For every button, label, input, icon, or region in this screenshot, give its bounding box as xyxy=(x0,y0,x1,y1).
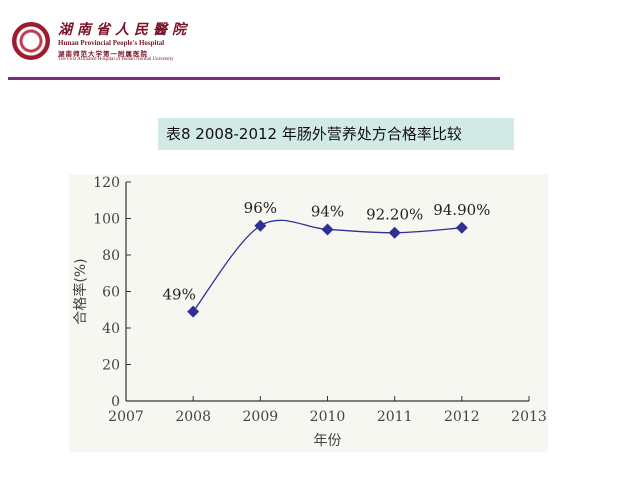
hospital-name-en: Hunan Provincial People's Hospital xyxy=(58,39,165,47)
hospital-name-cn: 湖南省人民醫院 xyxy=(58,22,191,38)
data-point-marker xyxy=(187,305,200,318)
y-tick-label: 100 xyxy=(93,212,120,228)
header: 湖南省人民醫院 Hunan Provincial People's Hospit… xyxy=(0,0,640,84)
y-tick-label: 40 xyxy=(102,321,120,337)
x-tick-label: 2008 xyxy=(175,409,211,425)
data-point-marker xyxy=(455,221,468,234)
line-chart: 0 20 40 60 80 100 120 2007 2008 2009 2010 2011 2012 2… xyxy=(72,175,547,449)
data-label: 49% xyxy=(162,286,195,304)
x-tick-label: 2012 xyxy=(444,409,480,425)
x-tick-label: 2010 xyxy=(310,409,346,425)
data-point-marker xyxy=(321,223,334,236)
y-tick-label: 120 xyxy=(93,175,120,191)
y-tick-label: 0 xyxy=(111,394,120,410)
x-tick-label: 2011 xyxy=(377,409,413,425)
x-tick-label: 2007 xyxy=(108,409,144,425)
hospital-logo-seal xyxy=(12,22,50,60)
chart-panel: 0 20 40 60 80 100 120 2007 2008 2009 2010 2011 2012 2… xyxy=(69,174,548,452)
y-tick-label: 60 xyxy=(102,285,120,301)
hospital-subname-en: The First Affiliated Hospital of Hunan N… xyxy=(58,57,174,62)
x-tick-label: 2009 xyxy=(243,409,279,425)
data-label: 94% xyxy=(311,202,344,220)
hospital-subname-cn: 湖南师范大学第一附属医院 xyxy=(58,50,148,58)
y-tick-label: 20 xyxy=(102,358,120,374)
data-point-marker xyxy=(254,219,267,232)
header-divider xyxy=(8,77,500,80)
x-tick-label: 2013 xyxy=(511,409,547,425)
y-tick-label: 80 xyxy=(102,248,120,264)
data-label: 96% xyxy=(244,199,277,217)
x-axis-title: 年份 xyxy=(314,433,342,449)
y-axis-title: 合格率(%) xyxy=(72,258,89,324)
data-label: 92.20% xyxy=(366,206,423,224)
data-label: 94.90% xyxy=(433,201,490,219)
slide-title: 表8 2008-2012 年肠外营养处方合格率比较 xyxy=(158,118,514,150)
data-point-marker xyxy=(388,226,401,239)
